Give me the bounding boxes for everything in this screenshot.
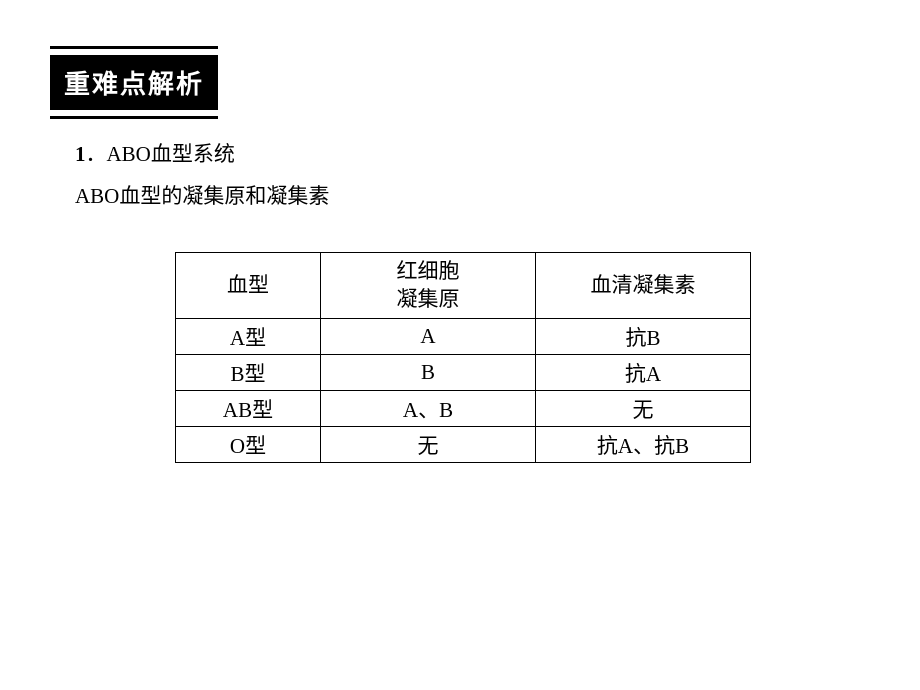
- table-header-cell: 血型: [176, 253, 321, 319]
- table-cell: A、B: [321, 391, 536, 427]
- table-cell: 无: [321, 427, 536, 463]
- table-cell: B: [321, 355, 536, 391]
- table-row: A型 A 抗B: [176, 319, 751, 355]
- table-header-row: 血型 红细胞凝集原 血清凝集素: [176, 253, 751, 319]
- table-cell: B型: [176, 355, 321, 391]
- heading-text: ABO血型系统: [107, 142, 235, 166]
- table-header-cell: 红细胞凝集原: [321, 253, 536, 319]
- section-header-text: 重难点解析: [64, 70, 204, 99]
- section-header: 重难点解析: [50, 55, 218, 110]
- table-header-text-line2: 凝集原: [397, 287, 460, 311]
- table-header-text-line1: 红细胞: [397, 259, 460, 283]
- table-row: O型 无 抗A、抗B: [176, 427, 751, 463]
- content-line-1: 1．ABO血型系统: [75, 140, 235, 169]
- table-cell: AB型: [176, 391, 321, 427]
- table-cell: 无: [536, 391, 751, 427]
- table-row: AB型 A、B 无: [176, 391, 751, 427]
- table-cell: A: [321, 319, 536, 355]
- table-cell: A型: [176, 319, 321, 355]
- content-line-2: ABO血型的凝集原和凝集素: [75, 182, 329, 211]
- blood-type-table-container: 血型 红细胞凝集原 血清凝集素 A型 A 抗B B型 B 抗A AB型 A、B …: [175, 252, 751, 463]
- list-separator: ．: [86, 142, 107, 166]
- table-body: A型 A 抗B B型 B 抗A AB型 A、B 无 O型 无 抗A、抗B: [176, 319, 751, 463]
- table-row: B型 B 抗A: [176, 355, 751, 391]
- blood-type-table: 血型 红细胞凝集原 血清凝集素 A型 A 抗B B型 B 抗A AB型 A、B …: [175, 252, 751, 463]
- table-cell: 抗A: [536, 355, 751, 391]
- table-cell: 抗A、抗B: [536, 427, 751, 463]
- list-number: 1: [75, 142, 86, 166]
- table-header-cell: 血清凝集素: [536, 253, 751, 319]
- subheading-text: ABO血型的凝集原和凝集素: [75, 184, 329, 208]
- table-cell: 抗B: [536, 319, 751, 355]
- table-cell: O型: [176, 427, 321, 463]
